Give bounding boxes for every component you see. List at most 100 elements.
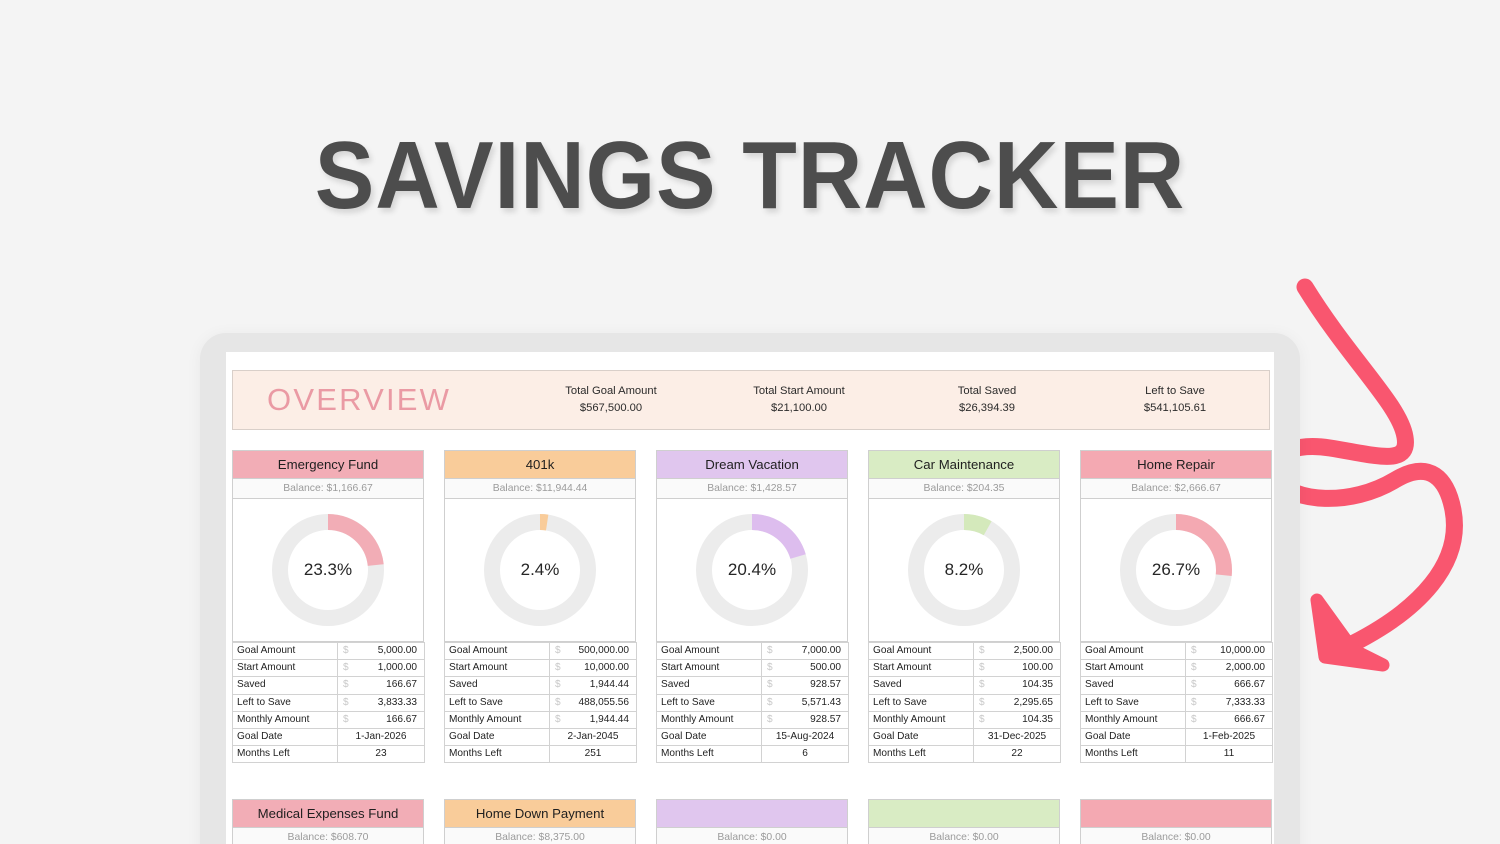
row-value: 2-Jan-2045	[549, 728, 637, 747]
goal-card[interactable]: Balance: $0.00	[656, 799, 848, 844]
goal-card-grid: Emergency Fund Balance: $1,166.67 23.3% …	[232, 450, 1273, 764]
spreadsheet-screen: OVERVIEW Total Goal Amount $567,500.00 T…	[226, 352, 1274, 844]
goal-progress-chart: 20.4%	[656, 499, 848, 642]
row-label: Start Amount	[232, 659, 338, 678]
goal-card-header[interactable]: 401k	[444, 450, 636, 479]
goal-card-header[interactable]: Home Repair	[1080, 450, 1272, 479]
row-label: Left to Save	[232, 693, 338, 712]
overview-stat-total-start-amount: Total Start Amount $21,100.00	[705, 383, 893, 418]
row-value: $7,333.33	[1185, 693, 1273, 712]
currency-symbol: $	[767, 662, 773, 674]
row-value: $100.00	[973, 659, 1061, 678]
goal-card-header[interactable]: Car Maintenance	[868, 450, 1060, 479]
row-label: Saved	[232, 676, 338, 695]
currency-symbol: $	[555, 713, 561, 725]
row-label: Goal Amount	[868, 641, 974, 661]
currency-symbol: $	[343, 713, 349, 725]
goal-card-header[interactable]: Medical Expenses Fund	[232, 799, 424, 828]
goal-card-grid-row2: Medical Expenses Fund Balance: $608.70 H…	[232, 799, 1272, 844]
row-value: $1,000.00	[337, 659, 425, 678]
goal-detail-table: Goal Amount $10,000.00 Start Amount $2,0…	[1080, 641, 1273, 764]
goal-card-balance: Balance: $11,944.44	[444, 479, 636, 499]
page-title: SAVINGS TRACKER	[314, 122, 1186, 229]
table-row: Saved $166.67	[232, 676, 425, 695]
row-label: Goal Amount	[1080, 641, 1186, 661]
row-value: $10,000.00	[1185, 641, 1273, 661]
row-value: $5,571.43	[761, 693, 849, 712]
goal-card[interactable]: 401k Balance: $11,944.44 2.4% Goal Amoun…	[444, 450, 637, 764]
goal-card-balance: Balance: $0.00	[1080, 828, 1272, 844]
goal-card[interactable]: Emergency Fund Balance: $1,166.67 23.3% …	[232, 450, 425, 764]
goal-card[interactable]: Balance: $0.00	[1080, 799, 1272, 844]
currency-symbol: $	[979, 645, 985, 656]
table-row: Months Left 6	[656, 745, 849, 764]
goal-card-header[interactable]	[1080, 799, 1272, 828]
goal-card-balance: Balance: $0.00	[656, 828, 848, 844]
overview-stat-label: Total Goal Amount	[565, 384, 657, 397]
row-label: Left to Save	[1080, 693, 1186, 712]
goal-card[interactable]: Medical Expenses Fund Balance: $608.70	[232, 799, 424, 844]
table-row: Start Amount $2,000.00	[1080, 659, 1273, 678]
overview-stat-value: $541,105.61	[1143, 402, 1207, 414]
currency-symbol: $	[555, 645, 561, 656]
currency-symbol: $	[343, 696, 349, 708]
goal-card-header[interactable]: Home Down Payment	[444, 799, 636, 828]
row-label: Goal Date	[444, 728, 550, 747]
goal-progress-chart: 26.7%	[1080, 499, 1272, 642]
row-value: 15-Aug-2024	[761, 728, 849, 747]
goal-card[interactable]: Balance: $0.00	[868, 799, 1060, 844]
row-value: $666.67	[1185, 676, 1273, 695]
currency-symbol: $	[343, 679, 349, 691]
row-label: Monthly Amount	[1080, 710, 1186, 730]
goal-card-header[interactable]: Emergency Fund	[232, 450, 424, 479]
donut-chart-icon: 20.4%	[688, 506, 816, 634]
row-value: $104.35	[973, 676, 1061, 695]
table-row: Start Amount $500.00	[656, 659, 849, 678]
row-value: $166.67	[337, 710, 425, 730]
goal-card[interactable]: Home Repair Balance: $2,666.67 26.7% Goa…	[1080, 450, 1273, 764]
table-row: Months Left 23	[232, 745, 425, 764]
row-value: $5,000.00	[337, 641, 425, 661]
row-value: $928.57	[761, 676, 849, 695]
goal-card-balance: Balance: $608.70	[232, 828, 424, 844]
table-row: Monthly Amount $666.67	[1080, 710, 1273, 730]
goal-detail-table: Goal Amount $7,000.00 Start Amount $500.…	[656, 641, 849, 764]
table-row: Saved $1,944.44	[444, 676, 637, 695]
table-row: Left to Save $2,295.65	[868, 693, 1061, 712]
currency-symbol: $	[343, 645, 349, 656]
row-value: $500,000.00	[549, 641, 637, 661]
row-label: Goal Date	[868, 728, 974, 747]
goal-card[interactable]: Dream Vacation Balance: $1,428.57 20.4% …	[656, 450, 849, 764]
row-label: Months Left	[656, 745, 762, 764]
row-label: Months Left	[232, 745, 338, 764]
goal-card[interactable]: Home Down Payment Balance: $8,375.00	[444, 799, 636, 844]
table-row: Saved $666.67	[1080, 676, 1273, 695]
donut-chart-icon: 23.3%	[264, 506, 392, 634]
row-value: $2,500.00	[973, 641, 1061, 661]
goal-card-header[interactable]	[656, 799, 848, 828]
overview-stat-label: Total Start Amount	[753, 384, 845, 397]
table-row: Monthly Amount $104.35	[868, 710, 1061, 730]
row-label: Months Left	[444, 745, 550, 764]
currency-symbol: $	[1191, 645, 1197, 656]
row-value: $2,000.00	[1185, 659, 1273, 678]
overview-stat-value: $26,394.39	[959, 402, 1015, 414]
row-label: Left to Save	[656, 693, 762, 712]
row-label: Goal Amount	[656, 641, 762, 661]
row-value: $928.57	[761, 710, 849, 730]
row-value: $166.67	[337, 676, 425, 695]
row-label: Start Amount	[656, 659, 762, 678]
row-label: Goal Date	[656, 728, 762, 747]
goal-card-balance: Balance: $8,375.00	[444, 828, 636, 844]
row-value: $1,944.44	[549, 710, 637, 730]
overview-stat-total-goal-amount: Total Goal Amount $567,500.00	[517, 383, 705, 418]
goal-detail-table: Goal Amount $2,500.00 Start Amount $100.…	[868, 641, 1061, 764]
currency-symbol: $	[1191, 713, 1197, 725]
row-value: $666.67	[1185, 710, 1273, 730]
row-value: 1-Feb-2025	[1185, 728, 1273, 747]
goal-card-header[interactable]	[868, 799, 1060, 828]
table-row: Goal Amount $2,500.00	[868, 641, 1061, 661]
row-label: Saved	[1080, 676, 1186, 695]
goal-card[interactable]: Car Maintenance Balance: $204.35 8.2% Go…	[868, 450, 1061, 764]
goal-card-header[interactable]: Dream Vacation	[656, 450, 848, 479]
